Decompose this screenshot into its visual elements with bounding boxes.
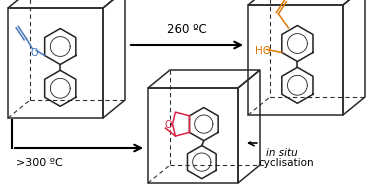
Text: cyclisation: cyclisation xyxy=(258,158,314,168)
Text: >300 ºC: >300 ºC xyxy=(16,158,63,168)
Text: 260 ºC: 260 ºC xyxy=(167,23,206,36)
Text: O: O xyxy=(31,49,38,59)
Text: in situ: in situ xyxy=(266,148,298,158)
Text: O: O xyxy=(165,120,172,130)
Text: HO: HO xyxy=(256,46,271,57)
